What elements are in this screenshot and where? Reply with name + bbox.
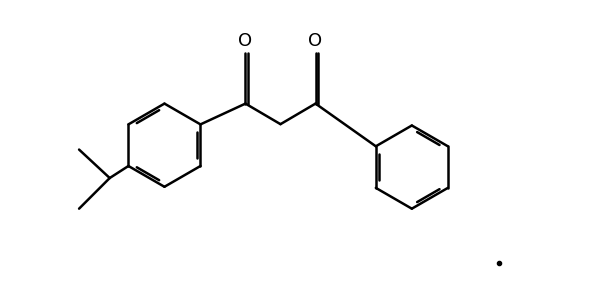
Text: O: O	[238, 32, 253, 50]
Text: O: O	[309, 32, 322, 50]
